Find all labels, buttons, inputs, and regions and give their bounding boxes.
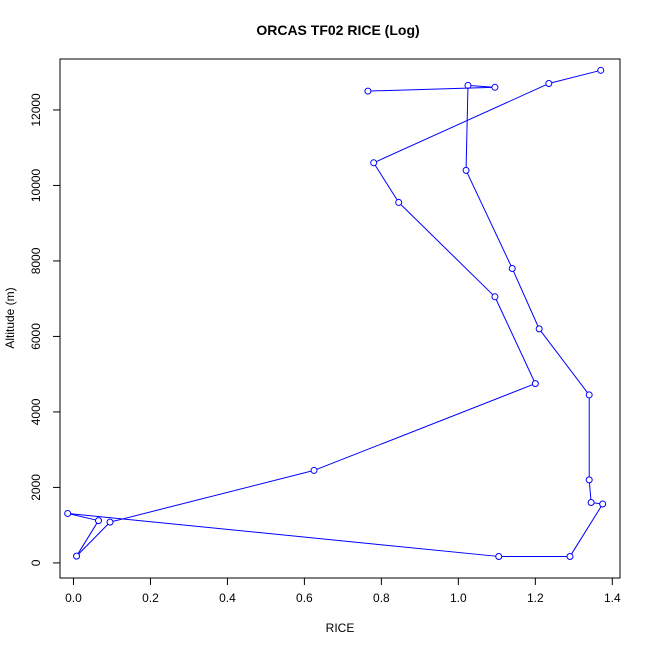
y-tick-label: 12000 (29, 93, 43, 127)
x-tick-label: 0.0 (65, 591, 82, 605)
series-line-segment (78, 523, 109, 555)
x-tick-label: 0.4 (219, 591, 236, 605)
data-point (545, 80, 553, 88)
data-point (491, 293, 499, 301)
data-point (585, 391, 593, 399)
x-axis: 0.0 0.2 0.4 0.6 0.8 1.0 1.2 1.4 (65, 577, 621, 605)
series-line-segment (112, 470, 312, 522)
y-tick-label: 0 (29, 559, 43, 566)
series-line-segment (594, 502, 600, 505)
data-point (531, 380, 539, 388)
x-tick-label: 0.2 (142, 591, 159, 605)
series-line-segment (70, 513, 96, 521)
y-tick-label: 6000 (29, 323, 43, 350)
chart-title: ORCAS TF02 RICE (Log) (256, 22, 419, 38)
x-tick-label: 1.2 (527, 591, 544, 605)
data-point (599, 500, 607, 508)
data-point (462, 166, 470, 174)
data-point (64, 509, 72, 517)
data-point (566, 552, 574, 560)
x-tick-label: 0.6 (296, 591, 313, 605)
data-point (464, 81, 472, 89)
x-tick-label: 0.8 (373, 591, 390, 605)
series-line-segment (70, 513, 496, 557)
series-line-segment (588, 482, 592, 500)
y-axis-title: Altitude (m) (3, 287, 17, 348)
data-point (495, 552, 503, 560)
series-line-segment (466, 172, 512, 266)
data-point (73, 552, 81, 560)
y-tick-label: 2000 (29, 474, 43, 501)
y-axis: 0 2000 4000 6000 8000 10000 12000 (29, 93, 61, 566)
data-point (508, 264, 516, 272)
y-tick-label: 8000 (29, 247, 43, 274)
data-point (310, 466, 318, 474)
series-line-segment (512, 271, 539, 327)
series-layer (64, 66, 607, 560)
data-point (106, 518, 114, 526)
data-point (94, 517, 102, 525)
series-line-segment (376, 84, 547, 163)
series-line-segment (571, 506, 602, 555)
data-point (535, 325, 543, 333)
data-point (491, 83, 499, 91)
x-tick-label: 1.4 (604, 591, 621, 605)
data-point (370, 159, 378, 167)
data-point (597, 66, 605, 74)
y-tick-label: 4000 (29, 398, 43, 425)
data-point (364, 87, 372, 95)
series-line-segment (316, 384, 533, 470)
series-line-segment (551, 70, 598, 84)
series-line-segment (470, 85, 492, 88)
series-line-segment (495, 299, 535, 382)
series-line-segment (374, 165, 398, 201)
x-tick-label: 1.0 (450, 591, 467, 605)
data-point (395, 198, 403, 206)
series-line-segment (370, 86, 492, 92)
y-tick-label: 10000 (29, 168, 43, 202)
series-line-segment (400, 204, 494, 296)
data-point (587, 499, 595, 507)
series-line-segment (465, 88, 469, 168)
series-line-segment (77, 522, 98, 554)
x-axis-title: RICE (326, 621, 355, 635)
series-line-segment (540, 330, 588, 393)
data-point (585, 476, 593, 484)
